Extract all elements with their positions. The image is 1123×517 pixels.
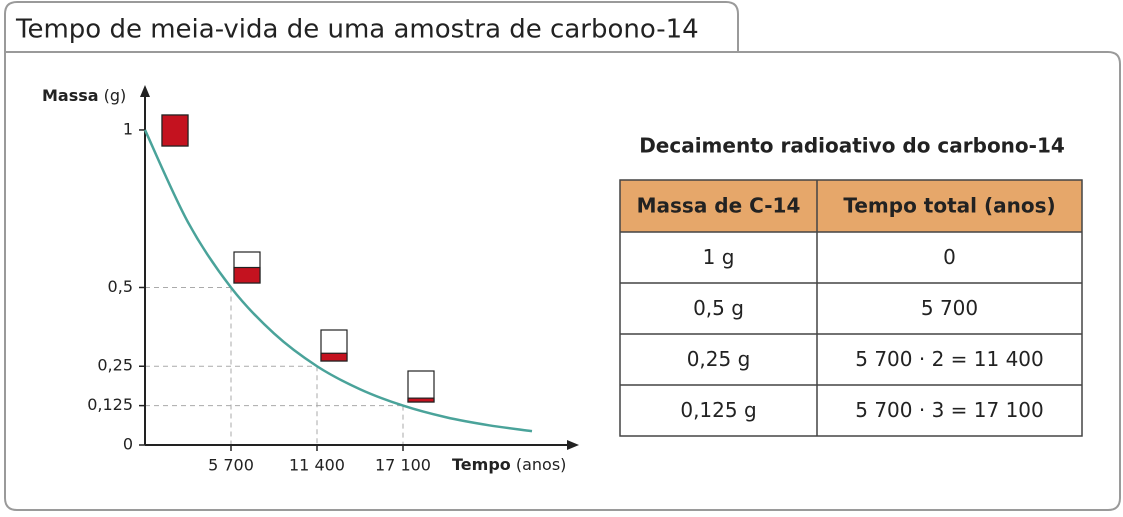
y-unit: (g) [104, 86, 127, 105]
table-cell: 0 [943, 245, 956, 269]
table-cell: 5 700 · 3 = 17 100 [855, 398, 1044, 422]
sample-mass [320, 352, 348, 362]
table-header-cell: Tempo total (anos) [843, 194, 1055, 218]
y-label: Massa [42, 86, 99, 105]
panel [4, 51, 1121, 511]
table-border [619, 179, 1083, 437]
x-axis-arrow [567, 440, 579, 450]
sample-mass [407, 397, 435, 403]
table-cell: 1 g [703, 245, 735, 269]
x-tick-label: 11 400 [289, 456, 345, 475]
x-tick-label: 5 700 [208, 456, 254, 475]
decay-curve [143, 129, 533, 433]
y-axis-arrow [140, 85, 150, 97]
table-cell: 0,25 g [687, 347, 751, 371]
x-tick-label: 17 100 [375, 456, 431, 475]
sample-box [407, 370, 435, 403]
figure-title: Tempo de meia-vida de uma amostra de car… [15, 15, 699, 45]
x-unit: (anos) [516, 455, 567, 474]
y-tick-label: 0 [123, 435, 133, 454]
y-tick-label: 0,125 [87, 395, 133, 414]
table-cell: 5 700 · 2 = 11 400 [855, 347, 1044, 371]
y-tick-label: 0,5 [108, 277, 133, 296]
title-tab [4, 1, 739, 52]
y-axis-label: Massa (g) [42, 86, 126, 105]
y-tick-label: 1 [123, 119, 133, 138]
table-title: Decaimento radioativo do carbono-14 [639, 134, 1065, 158]
sample-mass [233, 266, 261, 284]
sample-mass [161, 114, 189, 147]
table-header-cell: Massa de C-14 [637, 194, 801, 218]
y-tick-label: 0,25 [97, 356, 133, 375]
table-cell: 0,125 g [680, 398, 756, 422]
x-label: Tempo [452, 455, 511, 474]
table-cell: 5 700 [921, 296, 978, 320]
table-cell: 0,5 g [693, 296, 744, 320]
table-header-bg [620, 180, 1082, 232]
x-axis-label: Tempo (anos) [452, 455, 566, 474]
